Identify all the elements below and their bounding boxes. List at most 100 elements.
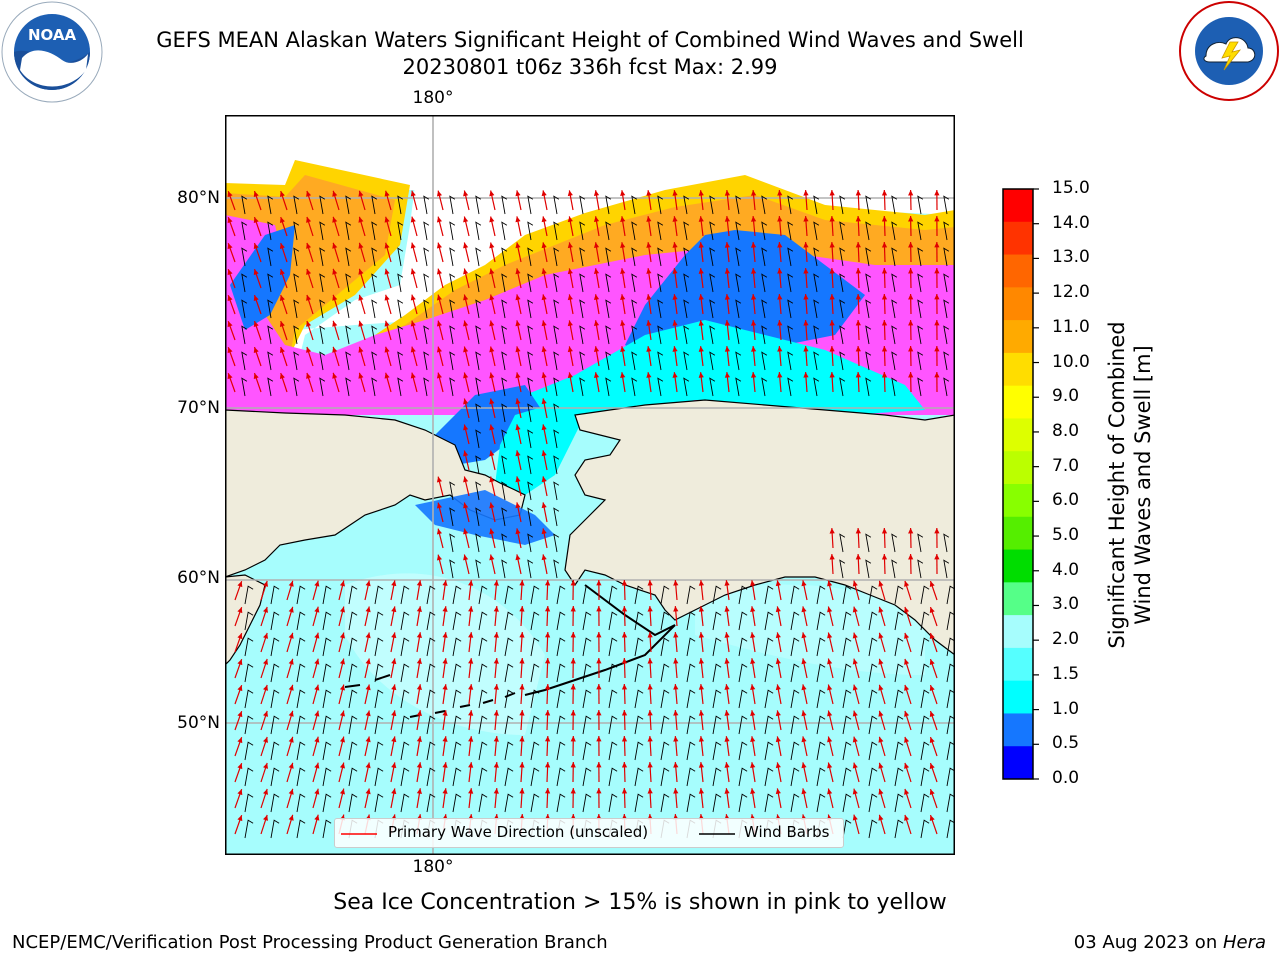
wind-barb — [475, 429, 482, 449]
wave-direction-arrowhead — [829, 320, 835, 326]
wind-barb — [634, 741, 644, 761]
wave-direction-arrowhead — [515, 554, 521, 561]
wave-direction-arrowhead — [827, 788, 833, 795]
wave-direction-arrowhead — [908, 528, 914, 534]
wind-barb — [894, 715, 904, 735]
wave-direction-arrowhead — [306, 216, 312, 223]
wind-barb — [270, 611, 280, 631]
wave-direction-arrowhead — [881, 320, 888, 326]
wave-direction-arrowhead — [237, 763, 243, 770]
wind-barb — [868, 741, 878, 761]
wave-direction-arrowhead — [803, 372, 809, 378]
wind-barb — [839, 559, 846, 579]
wind-barb — [553, 273, 560, 293]
wave-direction-arrowhead — [493, 580, 499, 586]
wave-direction-arrowhead — [698, 320, 704, 326]
wind-barb — [683, 195, 690, 215]
wind-barb — [735, 325, 742, 345]
wind-barb — [608, 663, 618, 683]
wave-direction-arrowhead — [724, 372, 731, 378]
wave-direction-arrowhead — [567, 372, 573, 379]
wave-direction-arrowhead — [698, 242, 704, 248]
wind-barb — [475, 273, 482, 293]
wave-direction-arrowhead — [416, 710, 422, 717]
wind-barb — [267, 273, 274, 293]
wind-barb — [553, 533, 560, 553]
wind-barb — [270, 689, 280, 709]
wind-barb — [397, 273, 404, 293]
wave-direction-arrowhead — [929, 789, 935, 796]
wave-direction-arrowhead — [489, 346, 495, 353]
wave-direction-arrowhead — [646, 216, 652, 222]
wind-barb — [946, 767, 955, 787]
wave-direction-arrowhead — [332, 294, 338, 301]
wind-barb — [556, 585, 566, 605]
wind-barb — [686, 689, 696, 709]
wave-direction-arrowhead — [855, 216, 861, 222]
wave-direction-arrowhead — [279, 295, 285, 301]
wind-barb — [530, 715, 540, 735]
wind-barb — [241, 377, 248, 397]
wind-barb — [530, 767, 540, 787]
wind-barb — [894, 611, 904, 631]
wave-direction-arrowhead — [489, 398, 495, 405]
wind-barb — [761, 325, 768, 345]
wave-direction-arrowhead — [339, 606, 346, 613]
wave-direction-arrowhead — [544, 788, 551, 794]
wave-direction-arrowhead — [288, 684, 294, 691]
wave-direction-arrowhead — [358, 372, 364, 379]
wind-barb — [244, 585, 254, 605]
wave-direction-arrowhead — [570, 710, 576, 716]
wave-direction-arrowhead — [410, 216, 416, 223]
wind-barb — [943, 247, 950, 267]
wind-barb — [319, 299, 326, 319]
wave-direction-arrowhead — [306, 242, 312, 249]
wind-barb — [530, 793, 540, 813]
wave-direction-arrowhead — [852, 658, 858, 665]
wave-direction-arrowhead — [751, 216, 757, 222]
wind-barb — [738, 585, 748, 605]
wind-barb — [475, 221, 482, 241]
wind-barb — [296, 637, 306, 657]
wind-barb — [452, 741, 462, 761]
wind-barb — [868, 637, 878, 657]
wave-direction-arrowhead — [416, 580, 422, 587]
wave-direction-arrowhead — [306, 346, 312, 353]
wave-direction-arrowhead — [724, 632, 730, 638]
wind-barb — [790, 741, 800, 761]
map-panel — [225, 115, 955, 855]
wind-barb — [426, 793, 436, 813]
wind-barb — [475, 507, 482, 527]
wave-direction-arrowhead — [829, 294, 835, 300]
wave-direction-arrowhead — [929, 711, 935, 718]
wave-direction-arrowhead — [384, 190, 390, 197]
wave-direction-arrowhead — [929, 763, 935, 770]
wind-barb — [891, 247, 898, 267]
wave-direction-arrowhead — [929, 737, 935, 744]
colorbar-swatch — [1003, 746, 1033, 780]
wind-barb — [241, 247, 248, 267]
wind-barb — [270, 715, 280, 735]
wave-direction-arrowhead — [253, 321, 259, 328]
wave-direction-arrowhead — [314, 606, 320, 613]
wave-direction-arrowhead — [852, 580, 858, 587]
wave-direction-arrowhead — [620, 320, 626, 326]
wave-direction-arrowhead — [724, 242, 731, 248]
wave-direction-arrowhead — [801, 658, 807, 665]
wave-direction-arrowhead — [801, 632, 807, 639]
wave-direction-arrowhead — [288, 580, 294, 587]
wind-barb — [371, 273, 378, 293]
wave-direction-arrowhead — [904, 710, 910, 717]
wave-direction-arrowhead — [410, 268, 416, 275]
wind-barb — [631, 325, 638, 345]
wave-direction-arrowhead — [855, 294, 861, 300]
wind-barb — [556, 793, 566, 813]
colorbar-tick-label: 1.0 — [1052, 698, 1080, 719]
wind-barb — [582, 715, 592, 735]
wind-barb — [267, 351, 274, 371]
wind-barb — [946, 741, 955, 761]
wind-barb — [894, 637, 904, 657]
wave-direction-arrowhead — [878, 606, 884, 613]
wind-barb — [582, 637, 592, 657]
wave-direction-arrowhead — [314, 762, 320, 769]
